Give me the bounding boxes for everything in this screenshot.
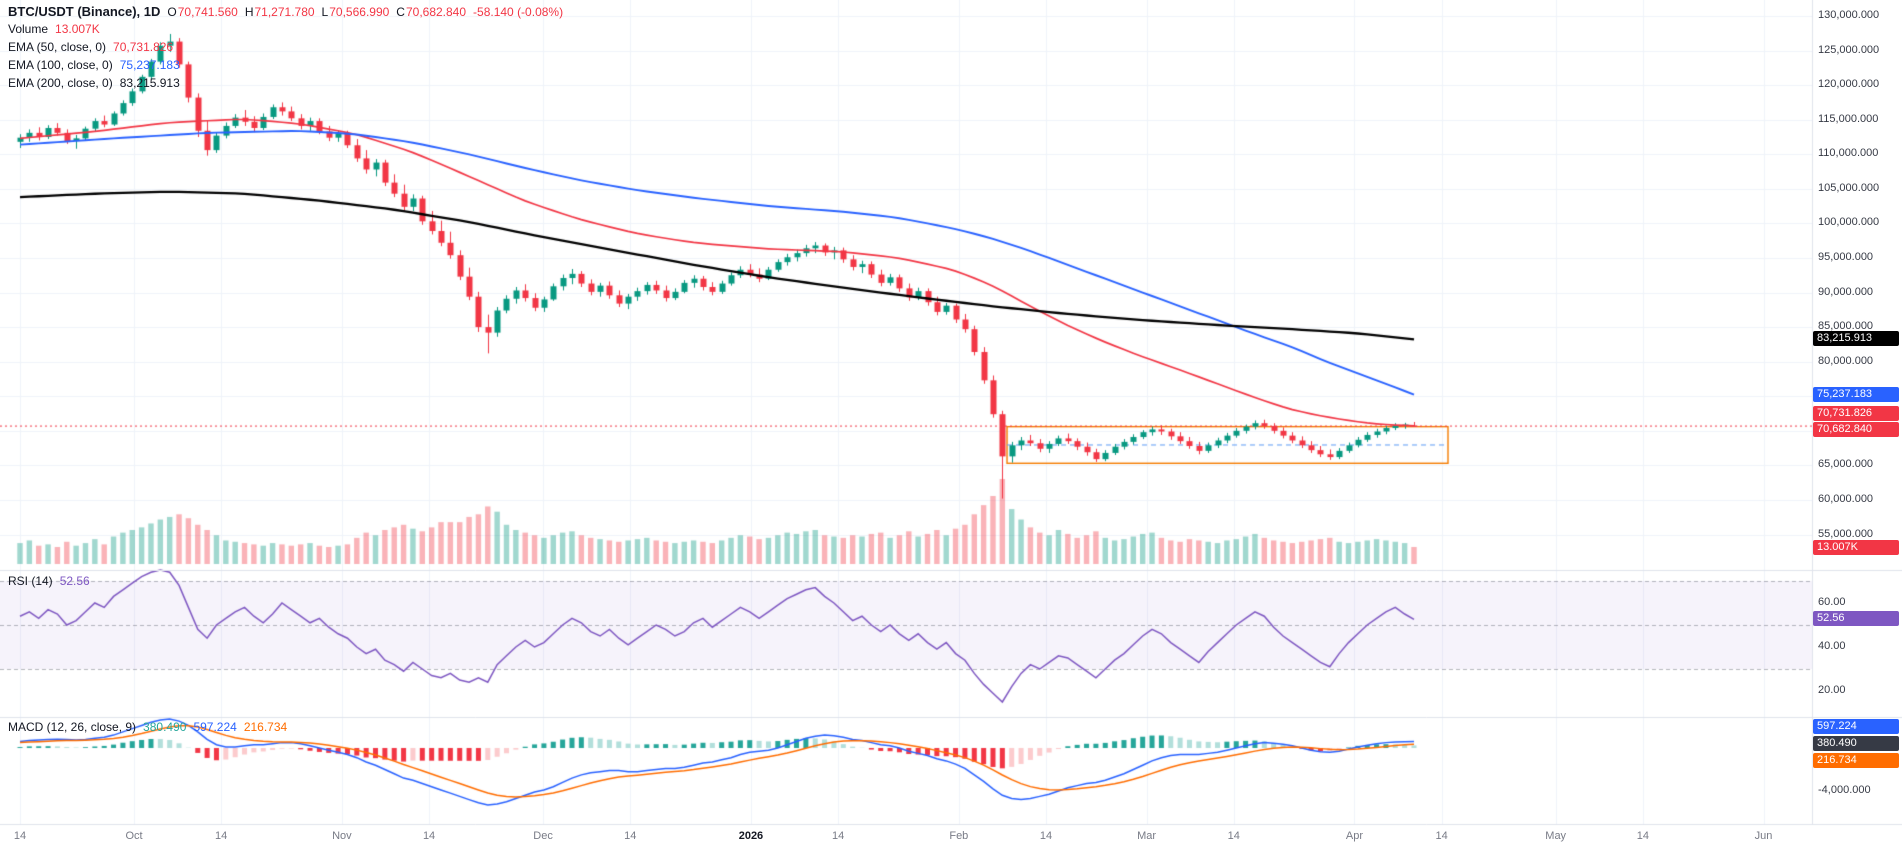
- rsi-legend[interactable]: RSI (14) 52.56: [8, 574, 90, 592]
- price-axis-badge: 70,731.826: [1813, 405, 1899, 421]
- time-axis-label: Jun: [1754, 830, 1773, 842]
- rsi-axis-label: 60.00: [1818, 596, 1846, 608]
- time-axis-label: 14: [1636, 830, 1649, 842]
- ema50-legend-row[interactable]: EMA (50, close, 0) 70,731.826: [8, 40, 563, 58]
- price-axis-badge: 75,237.183: [1813, 386, 1899, 402]
- rsi-axis-badge: 52.56: [1813, 611, 1899, 627]
- rsi-axis-label: 40.00: [1818, 640, 1846, 652]
- price-axis-badge: 83,215.913: [1813, 331, 1899, 347]
- price-axis-label: 85,000.000: [1818, 320, 1874, 333]
- time-axis-label: Feb: [949, 830, 969, 842]
- time-axis-label: 14: [1039, 830, 1053, 842]
- price-axis-label: 80,000.000: [1818, 354, 1874, 367]
- macd-hist-value: 380.490: [143, 720, 187, 734]
- price-axis-label: 95,000.000: [1818, 250, 1874, 263]
- volume-label: Volume: [8, 22, 49, 36]
- macd-axis-badge: 216.734: [1813, 753, 1899, 768]
- time-axis-label: 14: [13, 830, 27, 842]
- rsi-axis-label: 20.00: [1818, 684, 1846, 696]
- symbol-row[interactable]: BTC/USDT (Binance), 1D O 70,741.560 H 71,2…: [8, 4, 563, 22]
- price-axis-label: 115,000.000: [1818, 112, 1879, 125]
- macd-signal-value: 216.734: [243, 720, 288, 734]
- ema100-legend-row[interactable]: EMA (100, close, 0) 75,237.183: [8, 58, 563, 76]
- price-axis-label: 100,000.000: [1818, 216, 1880, 229]
- high-label: H: [244, 5, 254, 19]
- rsi-label: RSI (14): [8, 574, 53, 588]
- symbol-title: BTC/USDT (Binance), 1D: [8, 4, 161, 19]
- time-axis-label: Nov: [332, 830, 352, 842]
- time-axis-label: May: [1545, 830, 1567, 842]
- price-axis-label: 55,000.000: [1818, 527, 1874, 540]
- price-axis-label: 65,000.000: [1818, 458, 1874, 471]
- price-axis-label: 110,000.000: [1818, 147, 1879, 160]
- close-label: C: [396, 5, 405, 19]
- open-value: 70,741.560: [177, 5, 238, 19]
- volume-value: 13.007K: [55, 22, 100, 36]
- ema100-label: EMA (100, close, 0): [8, 58, 113, 72]
- ema50-value: 70,731.826: [113, 40, 174, 54]
- ema200-legend-row[interactable]: EMA (200, close, 0) 83,215.913: [8, 76, 563, 94]
- close-value: 70,682.840: [405, 5, 467, 19]
- macd-label: MACD (12, 26, close, 9): [8, 720, 137, 734]
- ema100-value: 75,237.183: [119, 58, 180, 72]
- time-axis-label: Oct: [125, 830, 143, 842]
- time-axis-label: Apr: [1345, 830, 1364, 842]
- low-label: L: [321, 5, 329, 19]
- time-axis-label: 14: [832, 830, 845, 842]
- macd-line-value: 597.224: [193, 720, 237, 734]
- time-axis-label: Mar: [1137, 830, 1157, 842]
- price-axis-label: 130,000.000: [1818, 9, 1880, 21]
- macd-axis-label: -4,000.000: [1818, 784, 1871, 796]
- price-axis-label: 105,000.000: [1818, 181, 1880, 194]
- high-value: 71,271.780: [254, 5, 315, 19]
- open-label: O: [167, 5, 177, 19]
- time-axis-label: 2026: [738, 830, 764, 842]
- time-axis-label: 14: [1227, 830, 1240, 842]
- ema200-label: EMA (200, close, 0): [8, 76, 113, 90]
- time-axis-label: 14: [624, 830, 637, 842]
- price-axis-label: 125,000.000: [1818, 43, 1880, 56]
- main-legend: BTC/USDT (Binance), 1D O 70,741.560 H 71,2…: [8, 4, 563, 94]
- low-value: 70,566.990: [329, 5, 390, 19]
- ema50-label: EMA (50, close, 0): [8, 40, 107, 54]
- rsi-value: 52.56: [59, 574, 90, 588]
- time-axis-label: 14: [1435, 830, 1448, 842]
- price-axis-badge: 13.007K: [1813, 540, 1899, 555]
- macd-axis-badge: 380.490: [1813, 736, 1899, 751]
- time-axis-label: 14: [215, 830, 228, 842]
- price-axis-label: 90,000.000: [1818, 285, 1874, 298]
- volume-legend-row[interactable]: Volume 13.007K: [8, 22, 563, 40]
- macd-axis-badge: 597.224: [1813, 719, 1899, 734]
- price-axis-label: 120,000.000: [1818, 78, 1880, 91]
- change-value: -58.140 (-0.08%): [473, 5, 564, 19]
- time-axis-label: 14: [422, 830, 436, 842]
- macd-legend[interactable]: MACD (12, 26, close, 9) 380.490 597.224 …: [8, 720, 287, 738]
- price-axis-badge: 70,682.840: [1813, 422, 1899, 438]
- ema200-value: 83,215.913: [119, 76, 180, 90]
- price-axis-label: 60,000.000: [1818, 492, 1874, 505]
- time-axis-label: Dec: [533, 830, 553, 842]
